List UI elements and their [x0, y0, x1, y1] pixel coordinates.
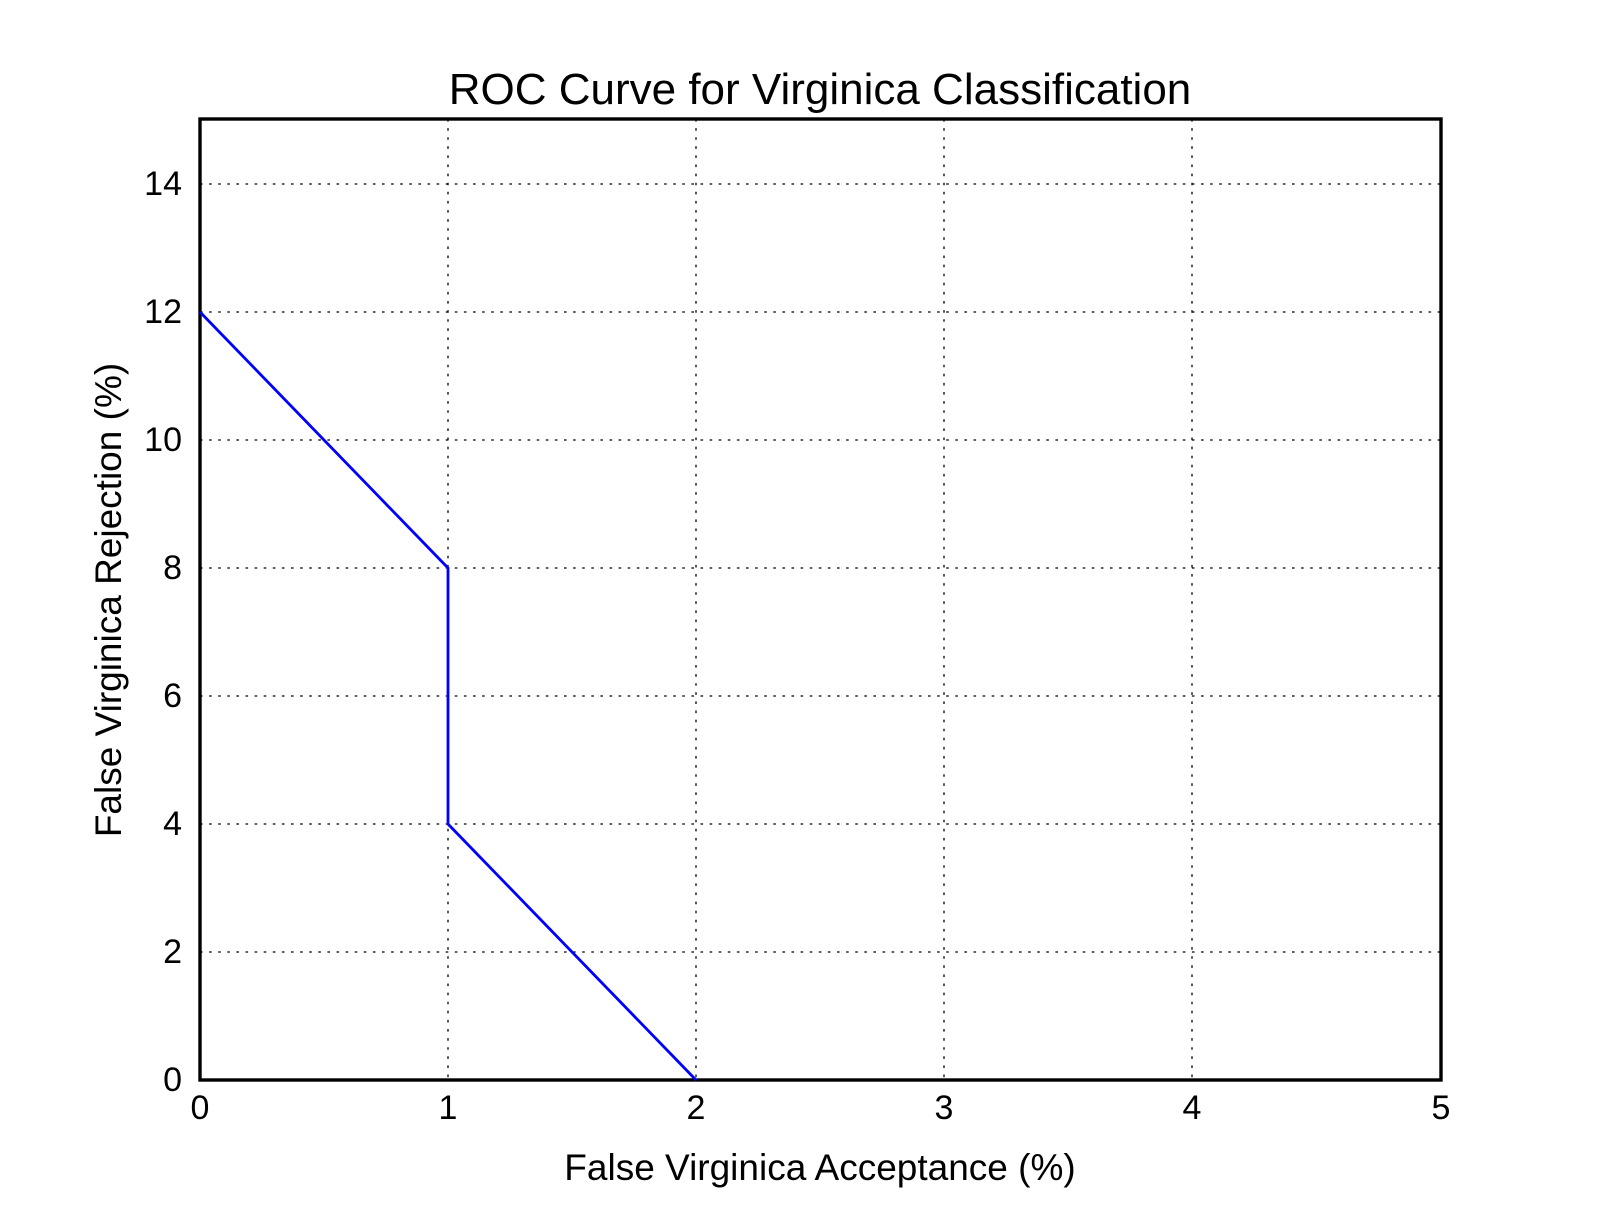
svg-text:False Virginica Acceptance (%): False Virginica Acceptance (%)	[564, 1147, 1075, 1188]
svg-text:8: 8	[163, 549, 182, 587]
svg-text:12: 12	[144, 293, 182, 331]
svg-text:10: 10	[144, 421, 182, 459]
svg-text:2: 2	[163, 933, 182, 971]
svg-text:False Virginica Rejection (%): False Virginica Rejection (%)	[88, 363, 129, 837]
svg-text:4: 4	[1183, 1089, 1202, 1127]
svg-text:1: 1	[439, 1089, 458, 1127]
svg-text:3: 3	[935, 1089, 954, 1127]
svg-text:2: 2	[687, 1089, 706, 1127]
svg-text:4: 4	[163, 805, 182, 843]
svg-text:0: 0	[191, 1089, 210, 1127]
svg-text:ROC Curve for Virginica Classi: ROC Curve for Virginica Classification	[449, 65, 1192, 114]
svg-text:5: 5	[1432, 1089, 1451, 1127]
svg-text:14: 14	[144, 165, 182, 203]
svg-text:0: 0	[163, 1061, 182, 1099]
svg-text:6: 6	[163, 677, 182, 715]
